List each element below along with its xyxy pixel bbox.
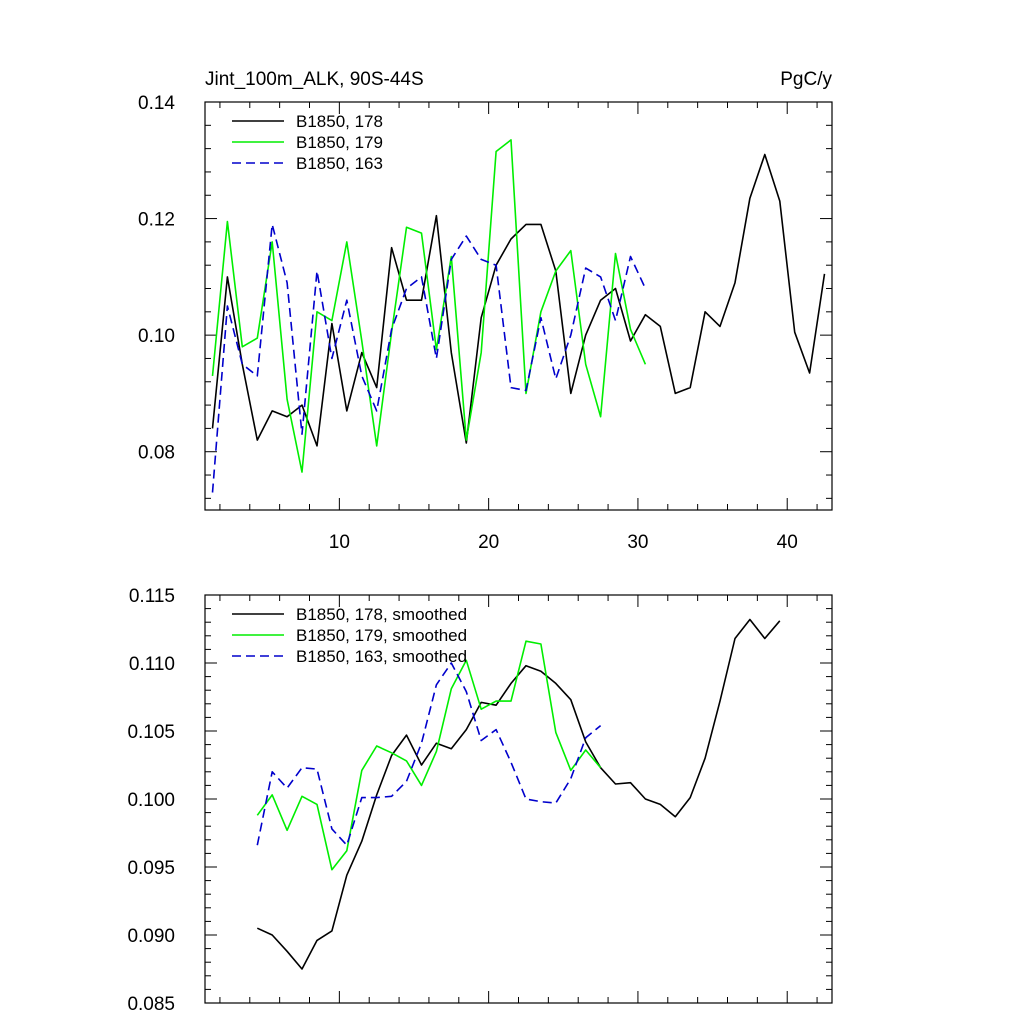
- y-tick-label: 0.14: [138, 93, 175, 114]
- bottom-chart: 0.085 0.090 0.095 0.100 0.105 0.110 0.115 B185…: [127, 586, 833, 1015]
- chart-units: PgC/y: [780, 69, 832, 90]
- y-tick-label: 0.100: [127, 790, 175, 811]
- chart-title: Jint_100m_ALK, 90S-44S: [205, 69, 424, 90]
- legend-label: B1850, 163, smoothed: [296, 647, 467, 666]
- tick-group: 10 20 30 40 0.08 0.10 0.12 0.14: [138, 93, 832, 553]
- x-tick-label: 40: [777, 532, 798, 553]
- y-tick-label: 0.105: [127, 722, 175, 743]
- series-line: [256, 618, 781, 970]
- tick-group: 0.085 0.090 0.095 0.100 0.105 0.110 0.115: [127, 586, 832, 1015]
- x-tick-label: 30: [627, 532, 648, 553]
- y-tick-label: 0.085: [127, 994, 175, 1015]
- y-tick-label: 0.090: [127, 926, 175, 947]
- legend-label: B1850, 178, smoothed: [296, 605, 467, 624]
- series-line: [256, 640, 602, 871]
- legend: B1850, 178 B1850, 179 B1850, 163: [232, 112, 383, 173]
- x-tick-label: 20: [478, 532, 499, 553]
- x-tick-label: 10: [329, 532, 350, 553]
- series-line: [211, 223, 647, 493]
- legend-label: B1850, 178: [296, 112, 383, 131]
- y-tick-label: 0.095: [127, 858, 175, 879]
- y-tick-label: 0.12: [138, 210, 175, 231]
- y-tick-label: 0.110: [129, 654, 175, 675]
- series-group: [211, 139, 826, 493]
- series-group: [256, 618, 781, 970]
- y-tick-label: 0.115: [129, 586, 175, 607]
- top-chart: Jint_100m_ALK, 90S-44S PgC/y 10 20 30 40 0.0…: [138, 69, 833, 553]
- series-line: [211, 153, 826, 447]
- y-tick-label: 0.10: [138, 326, 175, 347]
- legend-label: B1850, 179, smoothed: [296, 626, 467, 645]
- y-tick-label: 0.08: [138, 443, 175, 464]
- legend-label: B1850, 163: [296, 154, 383, 173]
- series-line: [256, 662, 602, 847]
- legend: B1850, 178, smoothed B1850, 179, smoothed…: [232, 605, 467, 666]
- legend-label: B1850, 179: [296, 133, 383, 152]
- series-line: [211, 139, 647, 473]
